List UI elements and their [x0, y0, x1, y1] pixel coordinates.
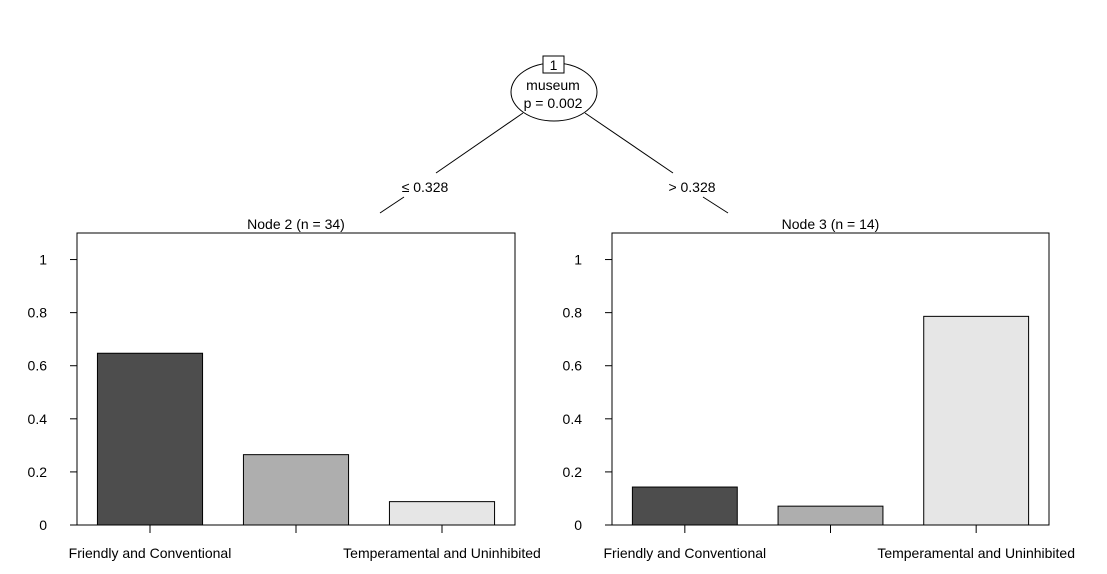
x-tick-label: Temperamental and Uninhibited [877, 545, 1075, 561]
y-tick-label: 0.8 [28, 305, 48, 321]
y-tick-label: 0 [39, 517, 47, 533]
y-tick-label: 0.6 [28, 358, 48, 374]
y-tick-label: 1 [574, 252, 582, 268]
tree-edges: ≤ 0.328 > 0.328 [379, 112, 729, 214]
root-node: 1 museum p = 0.002 [510, 55, 598, 122]
y-tick-label: 0.2 [563, 464, 583, 480]
edge-label-left: ≤ 0.328 [402, 179, 449, 195]
y-tick-label: 0.8 [563, 305, 583, 321]
panel-title: Node 2 (n = 34) [247, 216, 345, 232]
y-tick-label: 0 [574, 517, 582, 533]
x-tick-label: Temperamental and Uninhibited [343, 545, 541, 561]
y-tick-label: 0.4 [28, 411, 48, 427]
edge-label-right: > 0.328 [668, 179, 715, 195]
root-node-id: 1 [550, 57, 558, 73]
x-tick-label: Friendly and Conventional [69, 545, 232, 561]
root-node-pvalue: p = 0.002 [524, 95, 583, 111]
y-tick-label: 1 [39, 252, 47, 268]
bar [96, 352, 204, 526]
edge-left-lower [379, 196, 405, 214]
edge-left-upper [435, 112, 524, 174]
root-node-variable: museum [526, 77, 580, 93]
edge-right-lower [702, 196, 729, 214]
x-tick-label: Friendly and Conventional [604, 545, 767, 561]
edge-right-upper [584, 112, 674, 174]
root-node-id-box [542, 55, 565, 74]
panel-title: Node 3 (n = 14) [782, 216, 880, 232]
y-tick-label: 0.2 [28, 464, 48, 480]
y-tick-label: 0.6 [563, 358, 583, 374]
bar [242, 454, 350, 526]
bar [631, 486, 738, 526]
y-tick-label: 0.4 [563, 411, 583, 427]
bar [388, 501, 496, 526]
bar [777, 505, 884, 526]
node-2-barplot: Node 2 (n = 34) Friendly and Conventional… [28, 216, 541, 561]
node-3-barplot: Node 3 (n = 14) Friendly and Conventional… [563, 216, 1075, 561]
bar [923, 315, 1030, 526]
